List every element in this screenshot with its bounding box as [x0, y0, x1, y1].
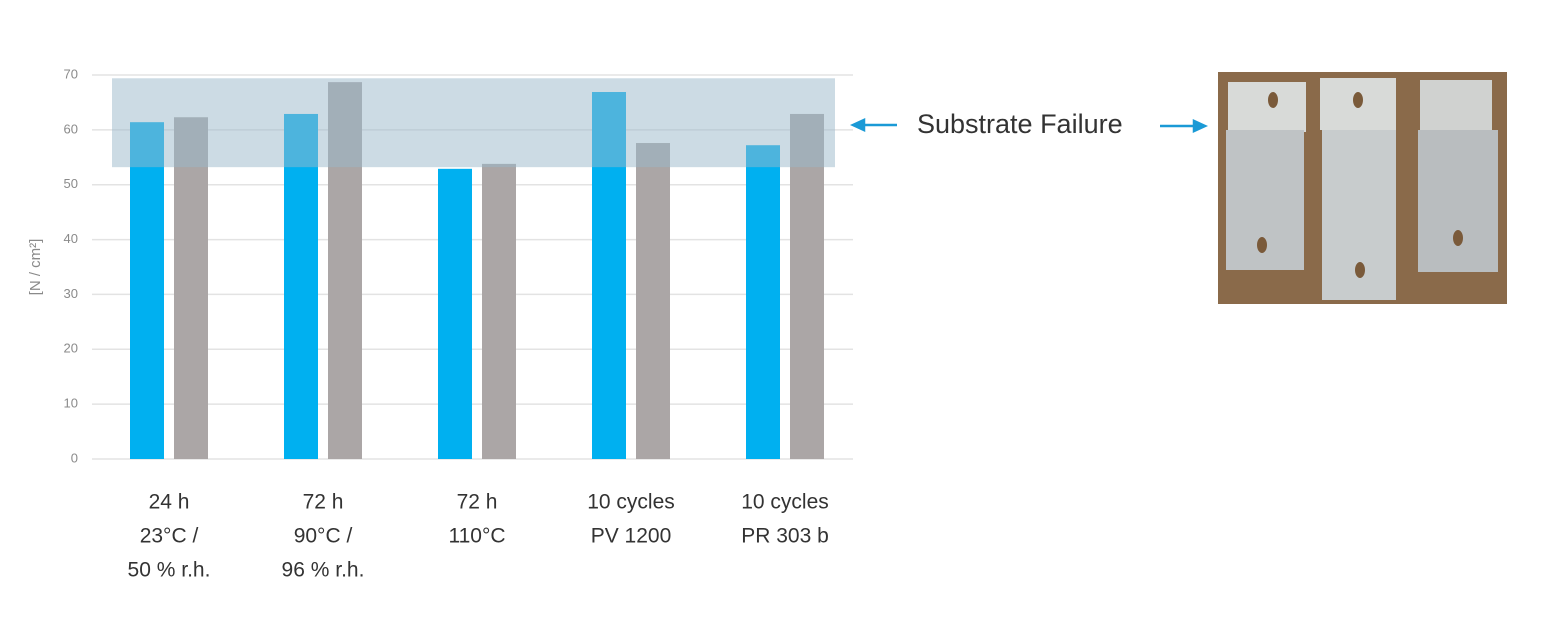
y-tick-label: 50 [64, 176, 78, 191]
hole [1353, 92, 1363, 108]
arrow-head [849, 118, 866, 132]
x-tick-label: 24 h [149, 491, 190, 514]
bar [284, 113, 318, 459]
y-tick-label: 10 [64, 396, 78, 411]
arrow-head [1192, 119, 1209, 133]
y-tick-label: 30 [64, 286, 78, 301]
bar [746, 145, 780, 459]
x-tick-label: 96 % r.h. [282, 559, 365, 582]
x-tick-label: 72 h [303, 491, 344, 514]
y-tick-label: 60 [64, 121, 78, 136]
x-tick-label: 10 cycles [741, 491, 829, 514]
arrows [849, 118, 1209, 133]
x-tick-label: 50 % r.h. [128, 559, 211, 582]
y-tick-label: 0 [71, 450, 78, 465]
bar [482, 163, 516, 459]
hole [1257, 237, 1267, 253]
specimen [1420, 80, 1492, 130]
x-tick-label: 23°C / [140, 525, 199, 548]
photo [1218, 72, 1507, 304]
bar [174, 117, 208, 460]
substrate-failure-band [112, 78, 835, 168]
bar [130, 122, 164, 460]
x-tick-label: PR 303 b [741, 525, 829, 548]
x-tick-label: 90°C / [294, 525, 353, 548]
x-tick-label: 72 h [457, 491, 498, 514]
x-tick-label: PV 1200 [591, 525, 672, 548]
hole [1268, 92, 1278, 108]
y-axis-label: [N / cm²] [27, 239, 44, 296]
y-tick-label: 40 [64, 231, 78, 246]
bar [790, 113, 824, 459]
hole [1355, 262, 1365, 278]
x-tick-label: 10 cycles [587, 491, 675, 514]
hole [1453, 230, 1463, 246]
specimen [1228, 82, 1306, 132]
band-label: Substrate Failure [917, 109, 1123, 139]
specimen [1418, 130, 1498, 272]
bar [636, 143, 670, 459]
x-tick-label: 110°C [448, 525, 505, 548]
y-tick-label: 70 [64, 66, 78, 81]
y-tick-label: 20 [64, 341, 78, 356]
bar [438, 168, 472, 459]
